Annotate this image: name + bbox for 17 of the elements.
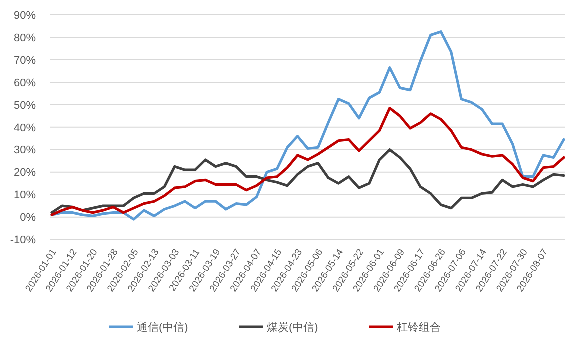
y-tick-label: 20% bbox=[14, 167, 36, 180]
y-tick-label: 80% bbox=[14, 32, 36, 44]
line-series bbox=[50, 106, 566, 216]
y-tick-label: 10% bbox=[14, 190, 36, 202]
legend-label: 煤炭(中信) bbox=[267, 320, 318, 334]
line-series bbox=[50, 148, 566, 214]
y-tick-label: 90% bbox=[14, 10, 36, 22]
y-tick-label: 50% bbox=[14, 100, 36, 112]
line-series bbox=[50, 30, 566, 221]
y-tick-label: 60% bbox=[14, 77, 36, 90]
legend-label: 通信(中信) bbox=[137, 320, 188, 334]
y-tick-label: -10% bbox=[10, 234, 36, 247]
y-tick-label: 0% bbox=[20, 212, 36, 224]
legend-label: 杠铃组合 bbox=[396, 320, 441, 334]
y-tick-label: 70% bbox=[14, 54, 36, 67]
y-tick-label: 30% bbox=[14, 144, 36, 157]
y-tick-label: 40% bbox=[14, 122, 36, 134]
